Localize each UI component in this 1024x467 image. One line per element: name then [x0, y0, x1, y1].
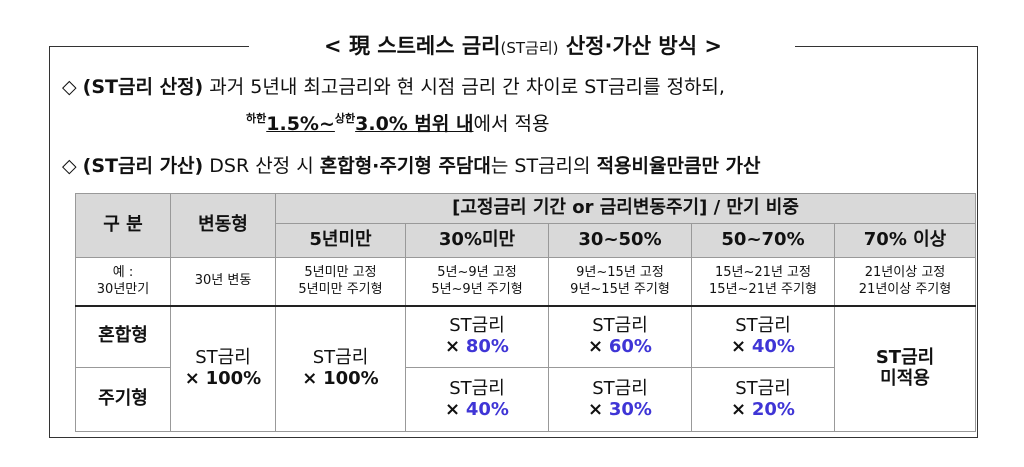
title-small: (ST금리)	[500, 39, 559, 57]
header-variable: 변동형	[170, 193, 276, 258]
content-frame	[49, 46, 978, 438]
example-line-2: 21년이상 주기형	[858, 282, 952, 298]
example-col-1: 5년미만 고정 5년미만 주기형	[275, 257, 406, 306]
example-variable: 30년 변동	[170, 257, 276, 306]
st-label: ST금리	[312, 347, 369, 369]
cycle-rate-cell-1: ST금리 × 40%	[405, 367, 549, 432]
rate-value: 100%	[205, 367, 262, 389]
header-group: [고정금리 기간 or 금리변동주기] / 만기 비중	[274, 193, 977, 224]
point2-text-a: DSR 산정 시	[209, 155, 314, 177]
lower-bound-value: 1.5%~	[266, 113, 335, 135]
multiply-icon: ×	[445, 335, 461, 357]
example-line-1: 5년~9년 고정	[437, 264, 517, 280]
frame-top-border-right	[795, 46, 978, 47]
header-col-4: 50~70%	[691, 223, 835, 258]
rate-value: 100%	[323, 367, 379, 389]
row-label-cycle: 주기형	[75, 367, 171, 432]
diamond-bullet-icon: ◇	[62, 76, 77, 98]
example-line-1: 5년미만 고정	[304, 264, 377, 280]
not-applied-line-2: 미적용	[880, 367, 930, 389]
page-title: < 現 스트레스 금리(ST금리) 산정·가산 방식 >	[253, 29, 793, 65]
mixed-rate-cell-3: ST금리 × 40%	[691, 304, 835, 368]
point2-text-c: 는 ST금리의	[490, 155, 591, 177]
multiply-icon: ×	[302, 367, 318, 389]
st-label: ST금리	[449, 377, 505, 399]
example-line-2: 5년~9년 주기형	[431, 282, 523, 298]
st-label: ST금리	[735, 377, 791, 399]
variable-rate-cell: ST금리 × 100%	[170, 304, 276, 432]
multiply-icon: ×	[184, 367, 200, 389]
rate-value: 20%	[751, 398, 795, 420]
not-applied-line-1: ST금리	[875, 347, 935, 369]
mixed-rate-cell-1: ST금리 × 80%	[405, 304, 549, 368]
example-line-1: 21년이상 고정	[864, 264, 946, 280]
header-col-2: 30%미만	[405, 223, 549, 258]
header-col-3: 30~50%	[548, 223, 692, 258]
example-label: 예 : 30년만기	[75, 257, 171, 306]
diamond-bullet-icon: ◇	[62, 155, 77, 177]
point2-text-d: 적용비율만큼만 가산	[596, 155, 761, 177]
st-label: ST금리	[592, 315, 648, 337]
header-col-5: 70% 이상	[833, 223, 977, 258]
st-label: ST금리	[592, 377, 648, 399]
title-main-right: 산정·가산 방식 >	[565, 34, 722, 58]
rate-value: 30%	[608, 398, 652, 420]
mixed-rate-cell-2: ST금리 × 60%	[548, 304, 692, 368]
multiply-icon: ×	[588, 335, 604, 357]
row-label-mixed: 혼합형	[75, 304, 171, 368]
example-col-3: 9년~15년 고정 9년~15년 주기형	[548, 257, 692, 306]
title-main-left: < 現 스트레스 금리	[324, 34, 501, 58]
range-tail: 에서 적용	[473, 113, 550, 135]
point2-text-b: 혼합형·주기형 주담대	[319, 155, 491, 177]
point1-label: (ST금리 산정)	[82, 76, 204, 98]
point-st-addition: ◇ (ST금리 가산) DSR 산정 시 혼합형·주기형 주담대는 ST금리의 …	[62, 153, 761, 179]
not-applied-cell: ST금리 미적용	[833, 304, 977, 432]
rate-value: 80%	[465, 335, 509, 357]
upper-bound-value: 3.0% 범위 내	[355, 113, 474, 135]
st-label: ST금리	[735, 315, 791, 337]
example-label-line-1: 예 :	[112, 264, 134, 280]
example-col-4: 15년~21년 고정 15년~21년 주기형	[691, 257, 835, 306]
point1-text: 과거 5년내 최고금리와 현 시점 금리 간 차이로 ST금리를 정하되,	[209, 76, 725, 98]
example-line-1: 9년~15년 고정	[576, 264, 664, 280]
point-st-calculation: ◇ (ST금리 산정) 과거 5년내 최고금리와 현 시점 금리 간 차이로 S…	[62, 74, 725, 100]
example-line-1: 15년~21년 고정	[715, 264, 811, 280]
point2-label: (ST금리 가산)	[82, 155, 204, 177]
example-col-5: 21년이상 고정 21년이상 주기형	[833, 257, 977, 306]
example-col-2: 5년~9년 고정 5년~9년 주기형	[405, 257, 549, 306]
rate-value: 60%	[608, 335, 652, 357]
example-line-2: 9년~15년 주기형	[570, 282, 670, 298]
example-line-2: 5년미만 주기형	[298, 282, 383, 298]
example-label-line-2: 30년만기	[96, 282, 150, 298]
st-label: ST금리	[449, 315, 505, 337]
rate-value: 40%	[751, 335, 795, 357]
multiply-icon: ×	[731, 398, 747, 420]
upper-bound-label: 상한	[334, 112, 356, 125]
example-line-2: 15년~21년 주기형	[709, 282, 817, 298]
rate-value: 40%	[465, 398, 509, 420]
cycle-rate-cell-3: ST금리 × 20%	[691, 367, 835, 432]
st-label: ST금리	[195, 347, 251, 369]
cycle-rate-cell-2: ST금리 × 30%	[548, 367, 692, 432]
st-rate-table: 구 분 변동형 [고정금리 기간 or 금리변동주기] / 만기 비중 5년미만…	[75, 193, 977, 432]
multiply-icon: ×	[731, 335, 747, 357]
point-st-range: 하한1.5%~상한3.0% 범위 내에서 적용	[246, 106, 549, 137]
under5-rate-cell: ST금리 × 100%	[275, 304, 406, 432]
multiply-icon: ×	[588, 398, 604, 420]
frame-top-border-left	[49, 46, 249, 47]
header-category: 구 분	[75, 193, 171, 258]
lower-bound-label: 하한	[246, 112, 267, 125]
header-col-1: 5년미만	[275, 223, 406, 258]
multiply-icon: ×	[445, 398, 461, 420]
